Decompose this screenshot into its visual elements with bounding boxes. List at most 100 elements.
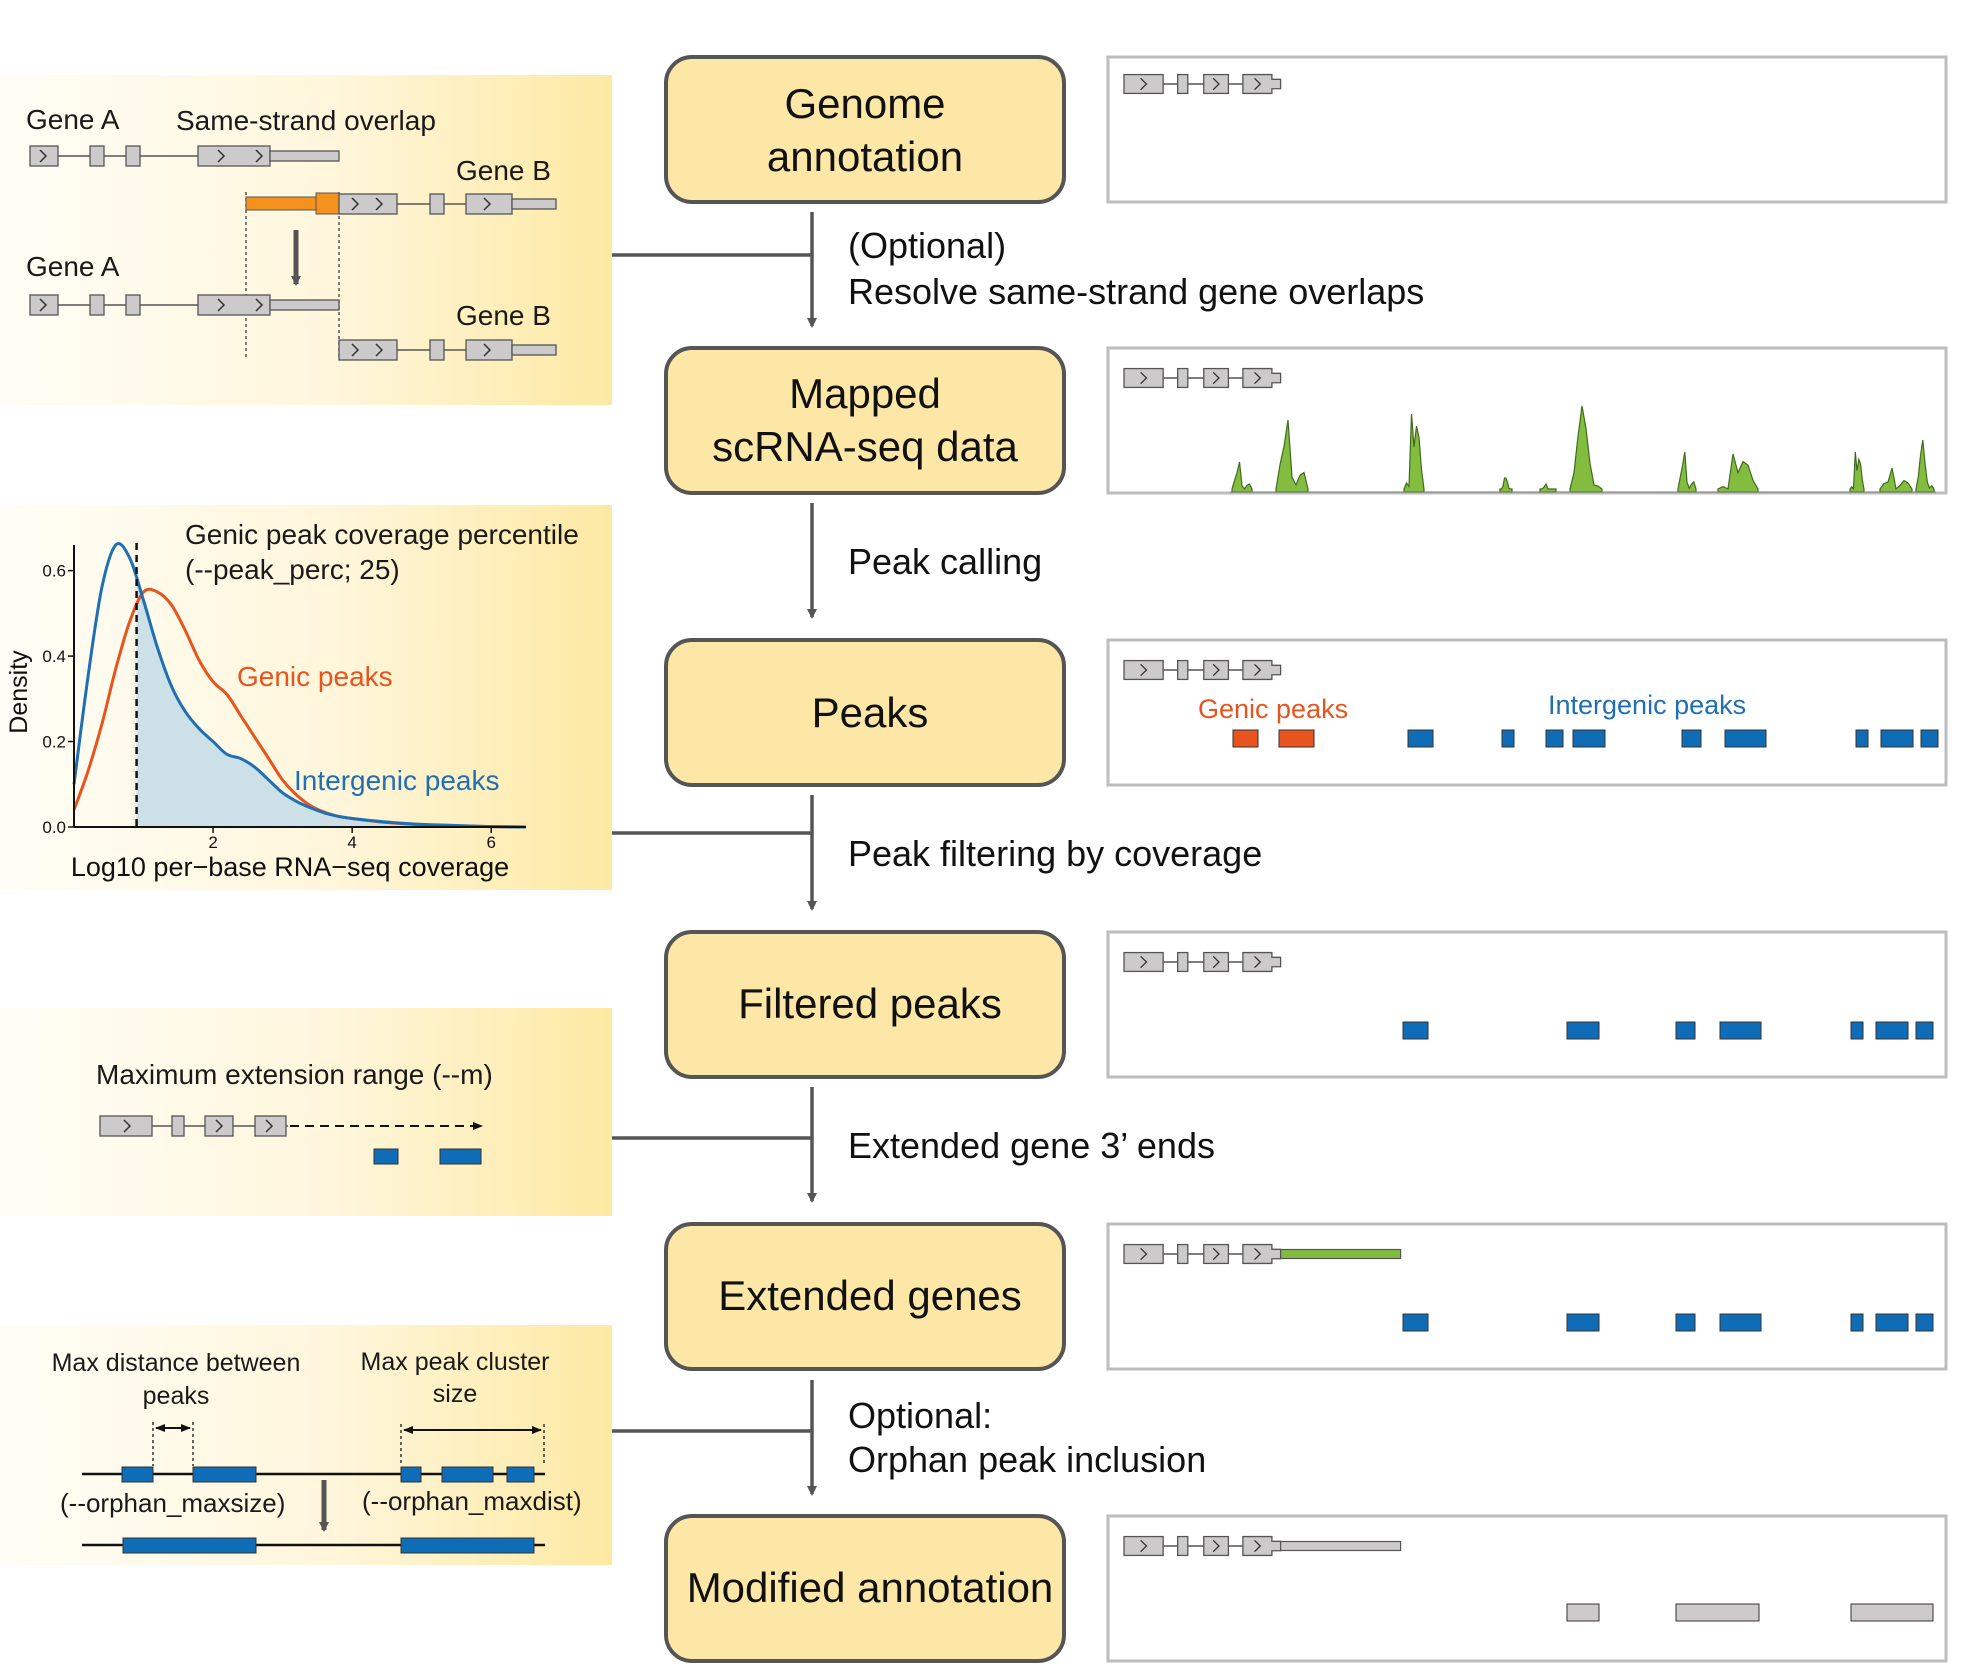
gene-a-exon: [29, 145, 59, 167]
annotated-peak: [1850, 1603, 1934, 1622]
intergenic-peak: [1572, 729, 1606, 748]
box-modified-annotation: Modified annotation: [664, 1514, 1066, 1663]
label-gene-b-top: Gene B: [456, 155, 551, 186]
orphan-peak-5: [506, 1466, 535, 1483]
chevron-icon: [483, 197, 492, 211]
gene-a-exon: [89, 294, 105, 316]
intergenic-peak: [1880, 729, 1914, 748]
gene-a-utr: [269, 299, 340, 311]
extension-peak-2: [439, 1148, 482, 1165]
orphan-merged-1: [122, 1537, 257, 1554]
box-mapped-data-line-1: Mapped: [789, 370, 941, 417]
x-axis-label: Log10 per−base RNA−seq coverage: [71, 852, 509, 882]
chevron-icon: [215, 1119, 224, 1133]
overlap-utr-orange: [245, 196, 317, 211]
label-max-cluster-line-2: size: [433, 1380, 477, 1408]
shaded-region: [136, 579, 527, 827]
right-gene-models: [1123, 73, 1402, 1557]
axis-ticks: 2 4 6 0.0 0.2 0.4 0.6: [42, 562, 496, 852]
gene-exon: [1177, 367, 1189, 389]
gene-exon: [1123, 951, 1164, 973]
annotated-peak: [1566, 1603, 1600, 1622]
right-panel-coverage: [1106, 346, 1948, 495]
intergenic-peak: [1501, 729, 1515, 748]
filtered-peak: [1850, 1021, 1864, 1040]
y-tick-label: 0.6: [42, 562, 66, 581]
gene-chevron-icon: [1212, 955, 1220, 969]
chevron-icon: [39, 298, 48, 312]
gene-chevron-icon: [1212, 663, 1220, 677]
gene-chevron-icon: [1254, 955, 1262, 969]
label-gene-a-bottom: Gene A: [26, 251, 120, 282]
gene-b-exon: [338, 339, 398, 361]
filtered-peak: [1719, 1021, 1762, 1040]
gene-a-exon: [29, 294, 59, 316]
gene-b-exon: [338, 193, 398, 215]
gene-chevron-icon: [1140, 1539, 1148, 1553]
box-mapped-data: Mapped scRNA-seq data: [664, 346, 1066, 495]
gene-exon-last: [1242, 659, 1282, 681]
gene-chevron-icon: [1140, 77, 1148, 91]
label-max-distance-line-1: Max distance between: [52, 1349, 301, 1377]
intergenic-peak: [1855, 729, 1869, 748]
step-1-line-1: (Optional): [848, 225, 1006, 266]
orphan-panel-bg: [0, 1325, 612, 1565]
extension-panel: Maximum extension range (--m): [96, 1059, 493, 1165]
gene-exon: [1177, 659, 1189, 681]
gene-b-utr: [511, 198, 557, 210]
gene-exon: [1203, 659, 1230, 681]
extension-gene-model: [99, 1115, 288, 1137]
label-percentile-line-1: Genic peak coverage percentile: [185, 519, 579, 550]
y-axis-label: Density: [5, 650, 33, 734]
gene-exon: [1177, 1243, 1189, 1265]
extension-peak-1: [373, 1148, 399, 1165]
filtered-peak: [1402, 1021, 1429, 1040]
step-1-line-2: Resolve same-strand gene overlaps: [848, 271, 1424, 312]
box-filtered-peaks-line-1: Filtered peaks: [738, 980, 1002, 1027]
overlap-gene-models: [29, 145, 557, 361]
chevron-icon: [375, 343, 384, 357]
gene-exon: [1177, 73, 1189, 95]
filtered-peak: [1875, 1313, 1909, 1332]
gene-b-exon: [429, 339, 445, 361]
gene-exon: [1203, 73, 1230, 95]
gene-a-utr: [269, 150, 340, 162]
gene-exon: [1123, 1535, 1164, 1557]
intergenic-peak: [1920, 729, 1939, 748]
label-percentile-line-2: (--peak_perc; 25): [185, 554, 400, 585]
chevron-icon: [217, 149, 226, 163]
box-mapped-data-line-2: scRNA-seq data: [712, 423, 1018, 470]
chevron-icon: [123, 1119, 132, 1133]
intergenic-peak: [1407, 729, 1434, 748]
gene-exon: [1123, 659, 1164, 681]
label-max-cluster-line-1: Max peak cluster: [361, 1348, 550, 1376]
ext-exon: [204, 1115, 234, 1137]
ext-exon: [99, 1115, 153, 1137]
chevron-icon: [255, 298, 264, 312]
gene-a-exon: [125, 145, 141, 167]
gene-extension-gray: [1279, 1540, 1402, 1552]
gene-exon-last: [1242, 367, 1282, 389]
orphan-peak-2: [192, 1466, 257, 1483]
overlap-panel: Gene A Same-strand overlap Gene B Gene A…: [26, 104, 557, 361]
box-peaks: Peaks: [664, 638, 1066, 787]
annotated-peak: [1675, 1603, 1760, 1622]
box-modified-annotation-line-1: Modified annotation: [687, 1564, 1054, 1611]
box-peaks-line-1: Peaks: [812, 689, 929, 736]
right-panel-filtered: [1106, 930, 1948, 1079]
box-genome-annotation-line-1: Genome: [784, 80, 945, 127]
orphan-peak-3: [400, 1466, 422, 1483]
gene-exon: [1123, 1243, 1164, 1265]
density-chart: 2 4 6 0.0 0.2 0.4 0.6 Density Log10 per−base R…: [5, 519, 579, 882]
gene-b-utr: [511, 344, 557, 356]
right-panel-extended: [1106, 1222, 1948, 1371]
chevron-icon: [351, 343, 360, 357]
gene-chevron-icon: [1140, 955, 1148, 969]
label-orphan-maxsize: (--orphan_maxsize): [60, 1488, 285, 1518]
intergenic-peak: [1724, 729, 1767, 748]
gene-exon: [1177, 1535, 1189, 1557]
peak-tracks: [1232, 729, 1939, 1622]
box-filtered-peaks: Filtered peaks: [664, 930, 1066, 1079]
gene-b-exon: [429, 193, 445, 215]
